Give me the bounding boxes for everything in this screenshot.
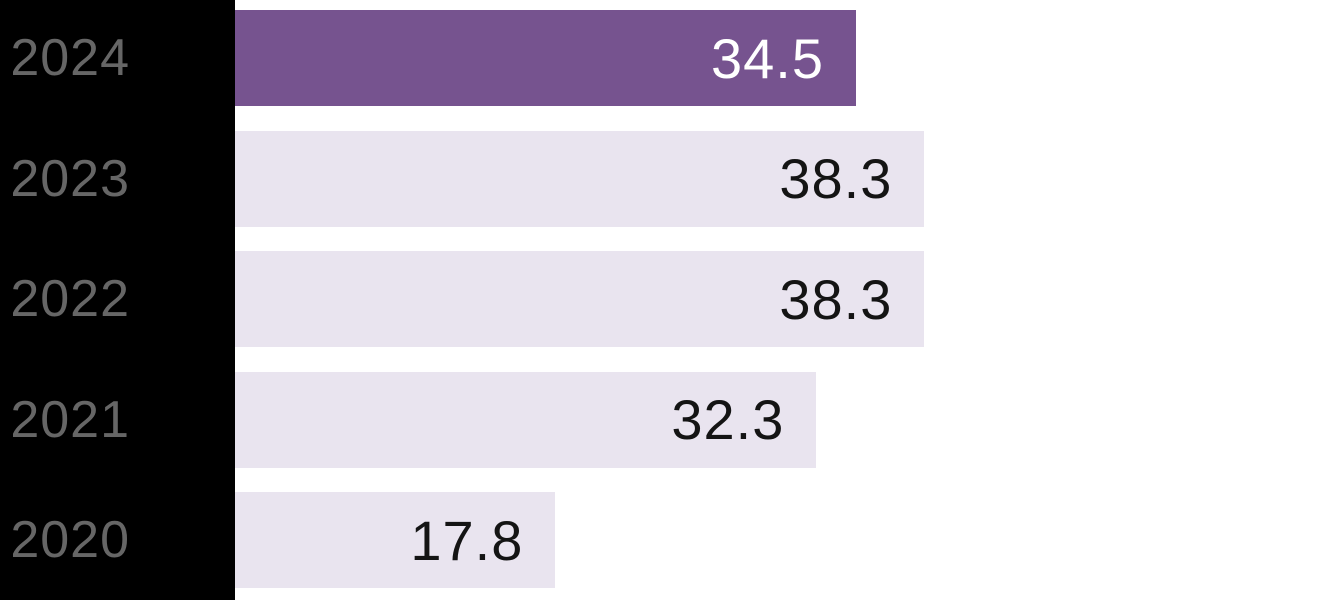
category-label: 2021 — [10, 390, 130, 449]
bar-row: 2021 32.3 — [0, 371, 1320, 468]
category-label: 2020 — [10, 511, 130, 569]
category-label: 2022 — [10, 270, 130, 328]
bar-row: 2020 17.8 — [0, 492, 1320, 588]
bar: 38.3 — [235, 251, 925, 347]
category-label: 2024 — [10, 29, 130, 87]
bar-row: 2024 34.5 — [0, 10, 1320, 106]
value-label: 38.3 — [779, 267, 893, 331]
value-label: 17.8 — [410, 508, 524, 572]
value-label: 32.3 — [671, 388, 785, 451]
bar-row: 2022 38.3 — [0, 251, 1320, 347]
value-label: 34.5 — [711, 26, 824, 90]
category-panel — [0, 0, 235, 600]
value-label: 38.3 — [779, 147, 893, 210]
highlight-bar: 34.5 — [235, 10, 856, 106]
bar: 38.3 — [235, 130, 925, 227]
bar: 17.8 — [235, 492, 556, 588]
category-label: 2023 — [10, 149, 130, 208]
bar: 32.3 — [235, 371, 817, 468]
bar-row: 2023 38.3 — [0, 130, 1320, 227]
